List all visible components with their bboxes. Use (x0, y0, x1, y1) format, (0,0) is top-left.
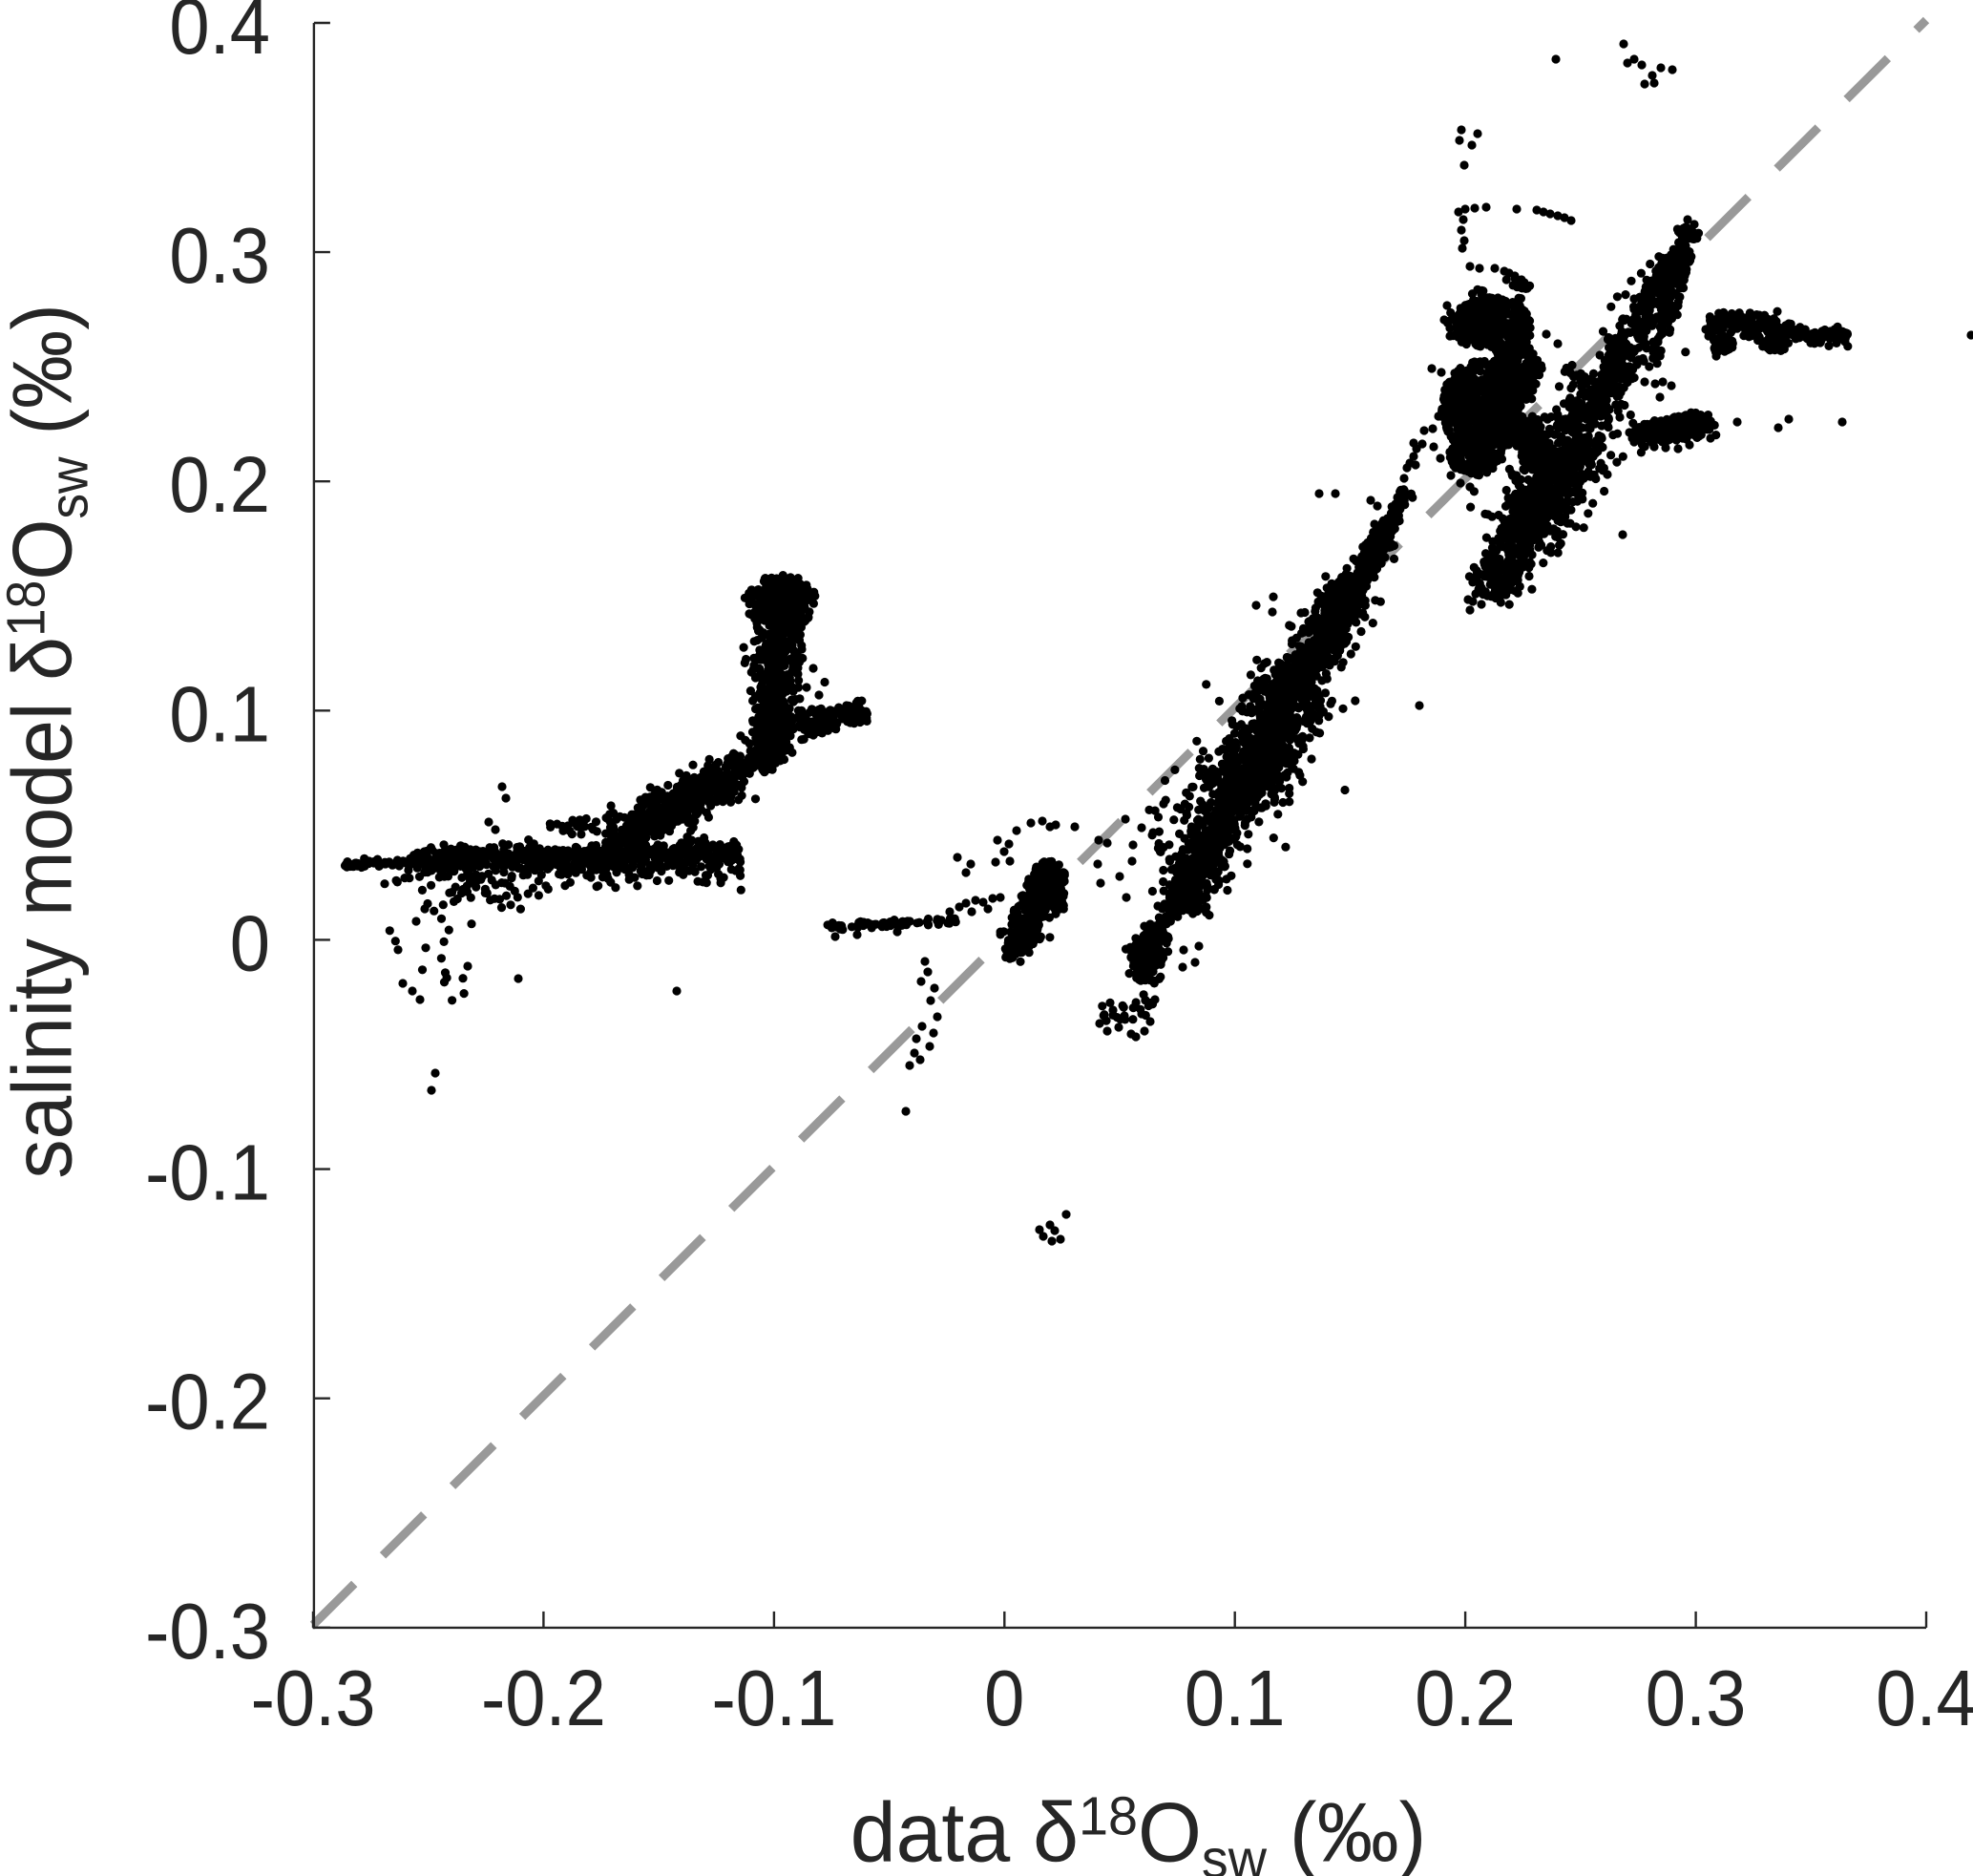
svg-text:0: 0 (230, 898, 270, 987)
svg-text:0.4: 0.4 (1876, 1654, 1973, 1742)
svg-text:0.3: 0.3 (169, 211, 270, 300)
svg-text:-0.1: -0.1 (145, 1128, 270, 1216)
svg-text:0.1: 0.1 (169, 669, 270, 758)
svg-text:salinity model δ18Osw (‰): salinity model δ18Osw (‰) (0, 304, 99, 1178)
svg-text:data δ18Osw (‰): data δ18Osw (‰) (850, 1785, 1427, 1876)
svg-text:-0.3: -0.3 (251, 1654, 376, 1742)
svg-text:-0.3: -0.3 (145, 1587, 270, 1676)
svg-text:0.2: 0.2 (1415, 1654, 1516, 1742)
svg-text:-0.1: -0.1 (711, 1654, 836, 1742)
svg-text:0.2: 0.2 (169, 440, 270, 529)
svg-text:0: 0 (984, 1654, 1024, 1742)
svg-text:0.1: 0.1 (1185, 1654, 1286, 1742)
svg-text:-0.2: -0.2 (145, 1358, 270, 1446)
svg-text:-0.2: -0.2 (481, 1654, 606, 1742)
svg-text:0.3: 0.3 (1646, 1654, 1747, 1742)
svg-text:0.4: 0.4 (169, 0, 270, 71)
